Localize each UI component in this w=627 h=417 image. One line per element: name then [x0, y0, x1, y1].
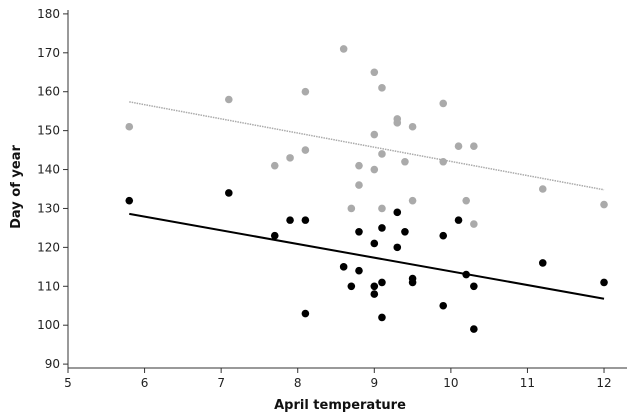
data-point-series-2	[393, 208, 402, 217]
data-point-series-1	[301, 146, 310, 154]
x-axis-title: April temperature	[274, 398, 406, 413]
x-tick-label: 5	[64, 376, 72, 390]
data-point-series-1	[408, 196, 417, 205]
data-point-series-1	[378, 150, 386, 158]
trendline-series-2	[129, 212, 605, 300]
x-tick-label: 11	[520, 376, 535, 390]
data-point-series-1	[125, 122, 134, 131]
x-tick-label: 12	[596, 376, 611, 390]
data-point-series-2	[355, 266, 363, 275]
data-point-series-1	[286, 154, 294, 162]
y-tick-label: 170	[37, 46, 60, 60]
data-point-series-2	[125, 196, 134, 205]
data-point-series-2	[538, 259, 547, 267]
data-point-series-1	[355, 181, 363, 189]
data-point-series-2	[470, 325, 478, 333]
data-point-series-1	[347, 204, 356, 213]
data-point-series-2	[439, 231, 448, 240]
y-tick-label: 130	[37, 201, 60, 215]
data-point-series-2	[378, 278, 386, 287]
x-tick-label: 10	[443, 376, 458, 390]
data-point-series-2	[439, 301, 448, 310]
data-point-series-2	[408, 278, 417, 287]
data-point-series-2	[454, 216, 463, 224]
trendline-series-1	[129, 101, 605, 191]
y-tick-label: 180	[37, 7, 60, 21]
y-axis-ticks: 90 100 110 120 130 140 150 160 170 180	[37, 7, 68, 371]
data-point-series-1	[370, 165, 379, 174]
data-point-series-1	[454, 142, 463, 150]
data-point-series-1	[600, 200, 608, 209]
data-point-series-2	[470, 282, 478, 291]
data-point-series-2	[378, 313, 386, 322]
data-point-series-1	[301, 87, 310, 96]
data-point-series-1	[401, 157, 409, 166]
data-point-series-1	[470, 220, 478, 228]
data-point-series-1	[339, 45, 348, 53]
data-point-series-1	[225, 95, 233, 104]
data-point-series-2	[401, 228, 409, 236]
data-point-series-1	[439, 99, 448, 108]
plot-frame	[67, 10, 627, 369]
y-tick-label: 100	[37, 318, 60, 332]
data-point-series-2	[393, 243, 402, 252]
data-point-series-1	[378, 84, 386, 92]
data-point-series-2	[286, 216, 294, 224]
data-point-series-1	[393, 119, 402, 127]
y-tick-label: 150	[37, 124, 60, 138]
data-point-series-2	[370, 290, 379, 298]
y-tick-label: 160	[37, 85, 60, 99]
data-point-series-1	[378, 204, 386, 213]
data-point-series-2	[347, 282, 356, 291]
data-point-series-1	[439, 157, 448, 166]
data-point-series-1	[462, 196, 470, 205]
y-tick-label: 110	[37, 279, 60, 293]
data-point-series-2	[225, 189, 233, 197]
data-point-series-1	[538, 185, 547, 193]
data-point-series-2	[339, 263, 348, 271]
data-point-series-2	[600, 278, 608, 287]
y-tick-label: 90	[45, 357, 60, 371]
data-point-series-2	[370, 282, 379, 291]
data-point-series-2	[370, 239, 379, 248]
data-point-series-2	[462, 270, 470, 279]
data-point-series-2	[270, 231, 279, 240]
data-point-series-1	[270, 161, 279, 170]
x-axis-ticks: 5 6 7 8 9 10 11 12	[64, 368, 612, 390]
x-tick-label: 7	[217, 376, 225, 390]
data-points	[125, 45, 608, 333]
y-axis-title: Day of year	[9, 145, 24, 229]
data-point-series-2	[301, 216, 310, 224]
data-point-series-2	[301, 309, 310, 318]
y-tick-label: 120	[37, 240, 60, 254]
y-tick-label: 140	[37, 163, 60, 177]
x-tick-label: 8	[294, 376, 302, 390]
x-tick-label: 6	[141, 376, 149, 390]
data-point-series-1	[355, 161, 363, 170]
data-point-series-1	[370, 68, 379, 77]
data-point-series-1	[470, 142, 478, 150]
data-point-series-2	[378, 224, 386, 232]
trendlines	[129, 101, 605, 300]
x-tick-label: 9	[370, 376, 378, 390]
data-point-series-1	[370, 130, 379, 139]
data-point-series-1	[408, 122, 417, 131]
data-point-series-2	[355, 228, 363, 236]
